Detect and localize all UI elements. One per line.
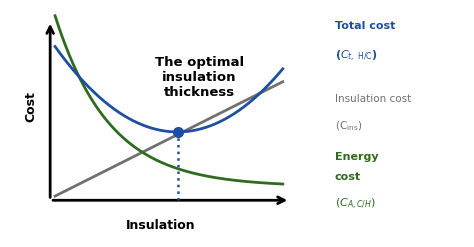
Text: Insulation cost: Insulation cost xyxy=(335,94,411,104)
Text: ($\mathit{C}_{t,\ \mathsf{H/C}}$): ($\mathit{C}_{t,\ \mathsf{H/C}}$) xyxy=(335,49,377,64)
Text: (C$_{\mathsf{ins}}$): (C$_{\mathsf{ins}}$) xyxy=(335,119,362,133)
Text: cost: cost xyxy=(335,172,361,182)
Text: $(C_{A,C/H})$: $(C_{A,C/H})$ xyxy=(335,197,376,212)
Text: Insulation: Insulation xyxy=(126,219,195,232)
Text: Energy: Energy xyxy=(335,152,378,162)
Text: Total cost: Total cost xyxy=(335,21,395,31)
Text: The optimal
insulation
thickness: The optimal insulation thickness xyxy=(155,56,244,99)
Text: Cost: Cost xyxy=(24,91,37,122)
